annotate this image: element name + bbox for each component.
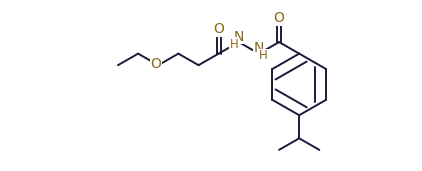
Text: H: H — [259, 49, 268, 62]
Text: N: N — [234, 30, 244, 44]
Text: O: O — [151, 57, 161, 71]
Text: O: O — [273, 11, 284, 25]
Text: N: N — [254, 41, 264, 55]
Text: H: H — [230, 38, 238, 51]
Text: O: O — [213, 22, 224, 36]
